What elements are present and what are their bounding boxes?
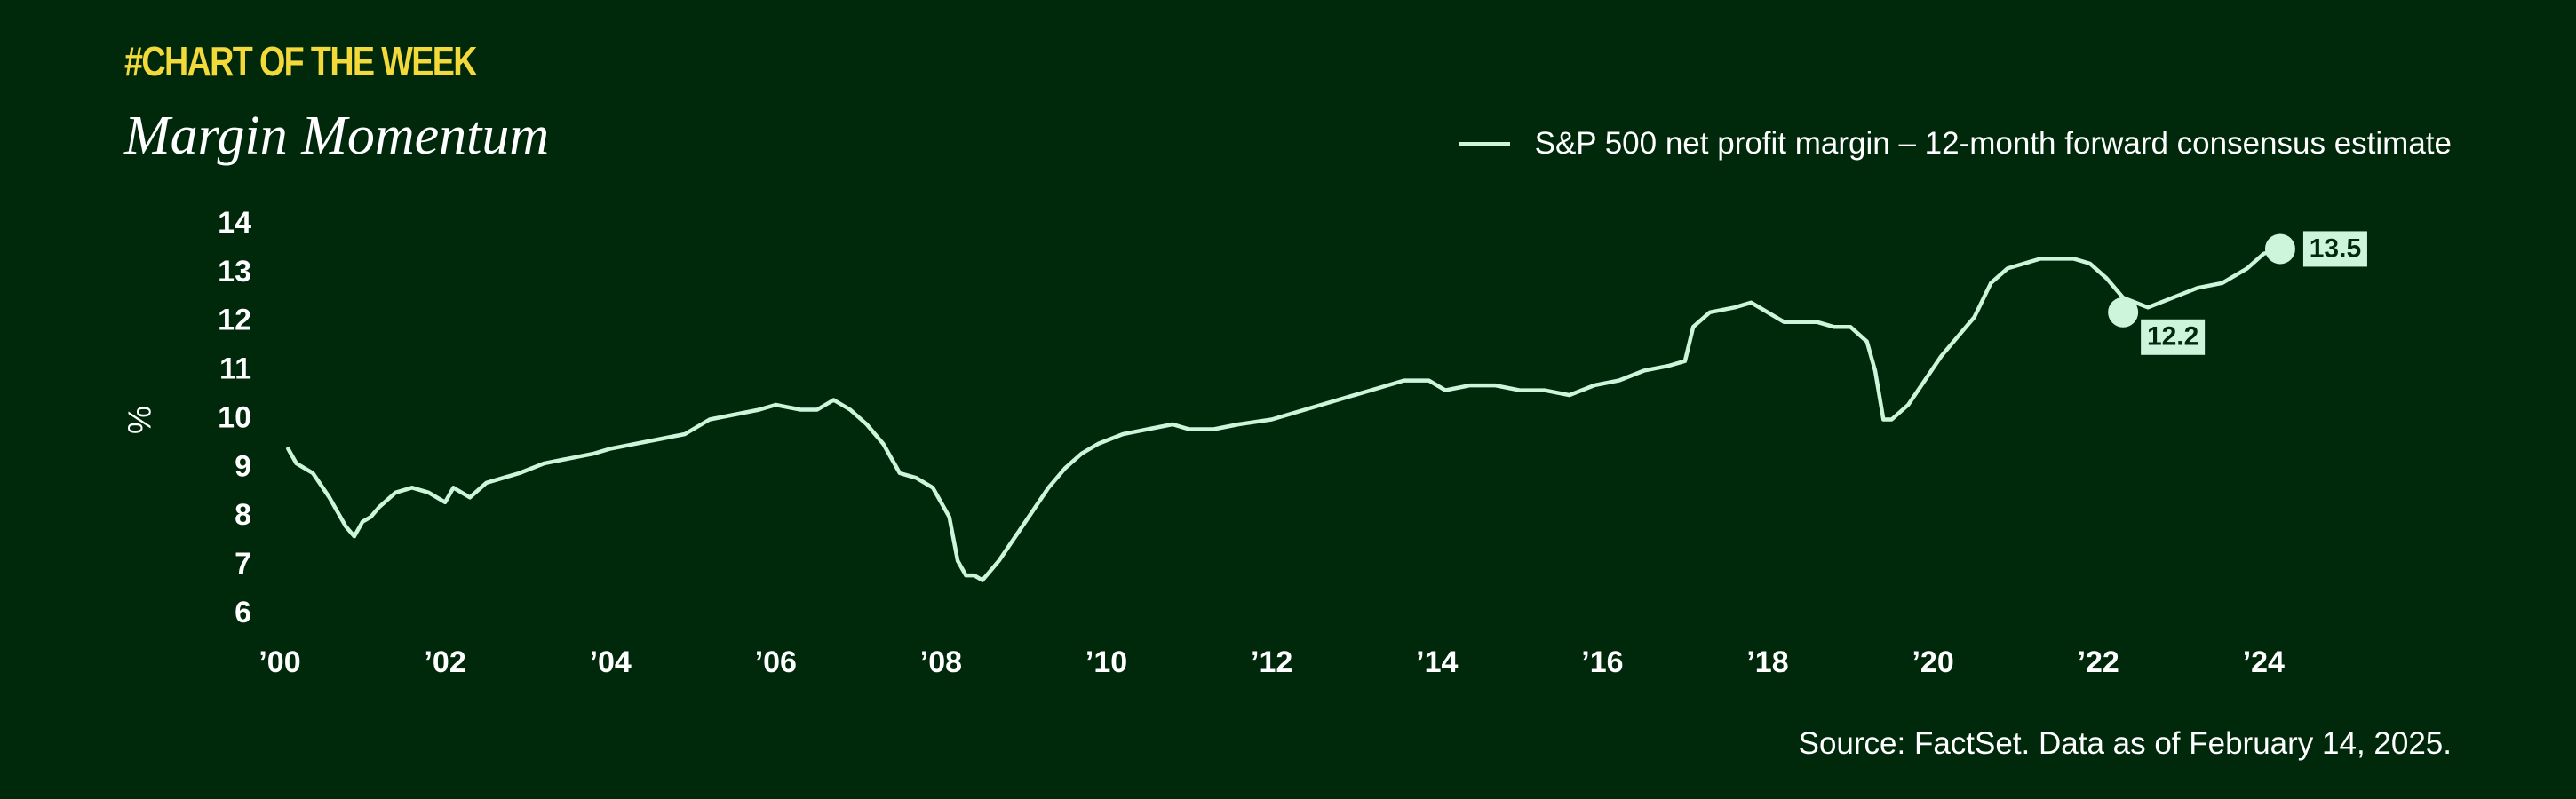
y-tick-label: 6 [235,596,251,629]
y-tick-label: 8 [235,498,251,532]
x-tick-label: ’08 [920,645,962,679]
y-tick-label: 11 [219,352,251,386]
x-tick-label: ’06 [755,645,797,679]
chart-legend: S&P 500 net profit margin – 12-month for… [1458,126,2452,162]
x-tick-label: ’22 [2078,645,2119,679]
annotation-marker [2108,297,2139,328]
x-tick-label: ’18 [1746,645,1788,679]
source-note: Source: FactSet. Data as of February 14,… [1798,726,2452,761]
y-tick-label: 13 [218,255,251,289]
x-tick-label: ’04 [590,645,632,679]
annotation-label-box [2302,231,2367,267]
annotation-label: 12.2 [2147,322,2198,352]
y-tick-label: 14 [218,206,251,240]
annotation-marker [2264,233,2295,265]
x-tick-label: ’14 [1416,645,1458,679]
series-line [286,247,2283,582]
chart-title: Margin Momentum [124,106,550,166]
annotation-label-box [2141,319,2206,355]
legend-line-swatch [1458,142,1510,146]
x-tick-label: ’24 [2243,645,2285,679]
x-tick-label: ’02 [424,645,465,679]
y-axis-label: % [122,406,158,434]
annotation-label: 13.5 [2310,233,2361,263]
x-tick-label: ’20 [1912,645,1953,679]
chart-kicker: #CHART OF THE WEEK [124,38,478,84]
y-tick-label: 12 [218,304,251,337]
x-tick-label: ’00 [258,645,300,679]
legend-label: S&P 500 net profit margin – 12-month for… [1534,126,2452,161]
x-tick-label: ’12 [1251,645,1292,679]
x-tick-label: ’10 [1085,645,1127,679]
y-tick-label: 10 [218,400,251,434]
y-tick-label: 7 [235,547,251,581]
y-tick-label: 9 [235,449,251,483]
x-tick-label: ’16 [1581,645,1623,679]
